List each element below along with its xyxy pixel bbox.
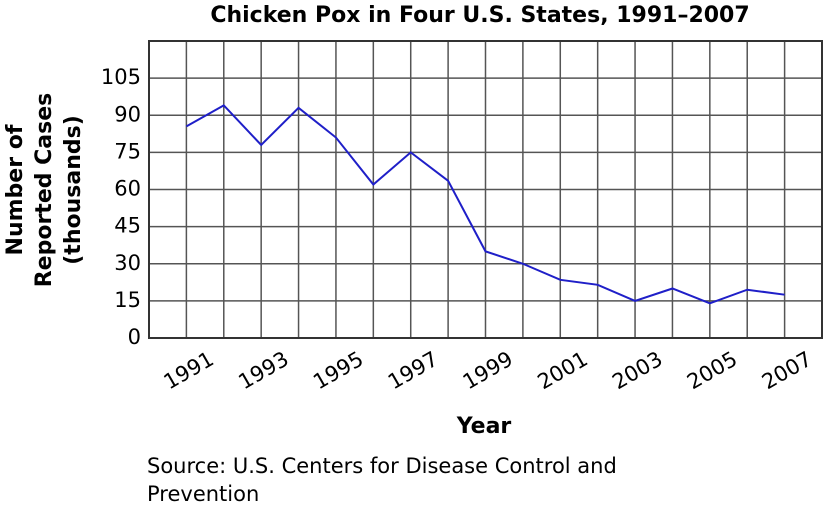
y-tick-label: 0 [128, 325, 141, 349]
x-tick-label: 2001 [533, 347, 591, 395]
x-tick-label: 2005 [683, 347, 741, 395]
x-tick-label: 2003 [608, 347, 666, 395]
y-tick-label: 60 [114, 177, 141, 201]
chart-title: Chicken Pox in Four U.S. States, 1991–20… [210, 3, 749, 28]
y-axis-label: (thousands) [61, 115, 86, 265]
data-line [185, 104, 785, 305]
y-tick-label: 30 [114, 251, 141, 275]
y-tick-label: 15 [114, 288, 141, 312]
x-tick-label: 1999 [459, 347, 517, 395]
plot-frame [148, 40, 823, 339]
y-axis-label: Number of [3, 124, 28, 255]
y-tick-label: 75 [114, 139, 141, 163]
x-tick-label: 1995 [309, 347, 367, 395]
x-tick-label: 1991 [160, 347, 218, 395]
y-tick-label: 45 [114, 214, 141, 238]
x-tick-label: 2007 [758, 347, 816, 395]
x-tick-label: 1997 [384, 347, 442, 395]
source-note: Source: U.S. Centers for Disease Control… [147, 454, 617, 506]
x-tick-label: 1993 [234, 347, 292, 395]
chart: Chicken Pox in Four U.S. States, 1991–20… [3, 3, 823, 439]
x-axis-label: Year [456, 414, 512, 439]
y-tick-label: 105 [101, 65, 141, 89]
y-axis-label: Reported Cases [32, 93, 57, 288]
y-tick-label: 90 [114, 102, 141, 126]
